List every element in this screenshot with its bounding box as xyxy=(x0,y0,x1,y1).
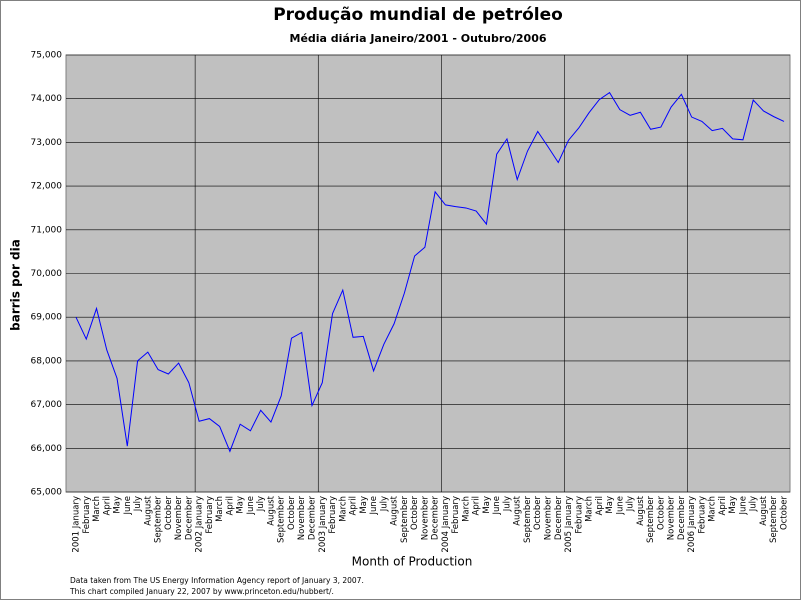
y-axis-label: barris por dia xyxy=(9,239,23,331)
x-tick-label: October xyxy=(533,496,543,531)
x-tick-label: May xyxy=(482,496,492,514)
y-tick-label: 66,000 xyxy=(31,444,63,454)
y-tick-label: 68,000 xyxy=(31,356,63,366)
x-tick-label: July xyxy=(749,496,759,512)
x-tick-label: May xyxy=(605,496,615,514)
x-tick-label: March xyxy=(585,496,595,522)
x-tick-label: May xyxy=(359,496,369,514)
x-tick-label: 2004 January xyxy=(441,496,451,553)
x-tick-label: November xyxy=(544,495,554,540)
x-tick-label: July xyxy=(133,496,143,512)
x-tick-label: September xyxy=(154,495,164,542)
x-tick-label: September xyxy=(769,495,779,542)
x-tick-label: December xyxy=(554,495,564,540)
y-tick-label: 72,000 xyxy=(31,182,63,192)
x-tick-label: April xyxy=(718,496,728,515)
x-tick-label: February xyxy=(697,496,707,534)
x-tick-label: August xyxy=(266,495,276,525)
data-line xyxy=(75,91,785,453)
x-axis-label: Month of Production xyxy=(352,555,473,569)
x-tick-label: November xyxy=(174,495,184,540)
x-tick-label: December xyxy=(677,495,687,540)
x-tick-label: October xyxy=(287,496,297,531)
x-tick-label: October xyxy=(410,496,420,531)
x-tick-label: October xyxy=(164,496,174,531)
note: This chart compiled January 22, 2007 by … xyxy=(69,587,334,596)
x-tick-label: December xyxy=(184,495,194,540)
y-tick-label: 71,000 xyxy=(31,225,63,235)
x-tick-label: May xyxy=(236,496,246,514)
x-tick-label: August xyxy=(759,495,769,525)
x-tick-label: 2001 January xyxy=(72,496,82,553)
x-tick-label: June xyxy=(369,496,379,516)
chart-subtitle: Média diária Janeiro/2001 - Outubro/2006 xyxy=(290,32,547,45)
x-tick-label: February xyxy=(205,496,215,534)
x-tick-label: 2006 January xyxy=(687,496,697,553)
x-tick-label: November xyxy=(297,495,307,540)
x-tick-label: December xyxy=(431,495,441,540)
x-tick-label: March xyxy=(708,496,718,522)
x-tick-label: June xyxy=(615,496,625,516)
x-tick-label: November xyxy=(420,495,430,540)
y-tick-label: 73,000 xyxy=(31,138,63,148)
y-tick-label: 67,000 xyxy=(31,400,63,410)
x-tick-label: October xyxy=(656,496,666,531)
x-tick-label: May xyxy=(728,496,738,514)
chart-title: Produção mundial de petróleo xyxy=(273,5,563,25)
x-tick-label: September xyxy=(277,495,287,542)
y-tick-label: 70,000 xyxy=(31,269,63,279)
x-tick-label: August xyxy=(513,495,523,525)
x-tick-label: July xyxy=(626,496,636,512)
x-tick-label: March xyxy=(92,496,102,522)
x-tick-label: September xyxy=(523,495,533,542)
x-tick-label: April xyxy=(472,496,482,515)
x-tick-label: June xyxy=(123,496,133,516)
note: Data taken from The US Energy Informatio… xyxy=(70,576,364,585)
x-tick-label: November xyxy=(667,495,677,540)
x-tick-label: May xyxy=(113,496,123,514)
x-tick-label: July xyxy=(256,496,266,512)
x-tick-label: February xyxy=(574,496,584,534)
x-tick-label: April xyxy=(595,496,605,515)
x-tick-label: 2002 January xyxy=(195,496,205,553)
x-tick-label: June xyxy=(492,496,502,516)
x-tick-label: July xyxy=(502,496,512,512)
y-tick-label: 74,000 xyxy=(31,94,63,104)
x-tick-label: April xyxy=(102,496,112,515)
x-tick-label: July xyxy=(379,496,389,512)
x-tick-label: August xyxy=(143,495,153,525)
x-tick-label: October xyxy=(780,496,790,531)
x-tick-label: September xyxy=(400,495,410,542)
x-tick-label: February xyxy=(328,496,338,534)
x-tick-label: 2005 January xyxy=(564,496,574,553)
x-tick-label: June xyxy=(246,496,256,516)
x-tick-label: February xyxy=(82,496,92,534)
x-tick-label: December xyxy=(308,495,318,540)
x-tick-label: April xyxy=(225,496,235,515)
y-tick-label: 75,000 xyxy=(31,51,63,61)
y-tick-label: 65,000 xyxy=(31,488,63,498)
x-tick-label: September xyxy=(646,495,656,542)
x-tick-label: March xyxy=(338,496,348,522)
x-tick-label: 2003 January xyxy=(318,496,328,553)
x-tick-label: April xyxy=(349,496,359,515)
y-tick-label: 69,000 xyxy=(31,313,63,323)
x-tick-label: March xyxy=(215,496,225,522)
x-tick-label: August xyxy=(390,495,400,525)
x-tick-label: March xyxy=(461,496,471,522)
x-tick-label: February xyxy=(451,496,461,534)
x-tick-label: August xyxy=(636,495,646,525)
x-tick-label: June xyxy=(738,496,748,516)
